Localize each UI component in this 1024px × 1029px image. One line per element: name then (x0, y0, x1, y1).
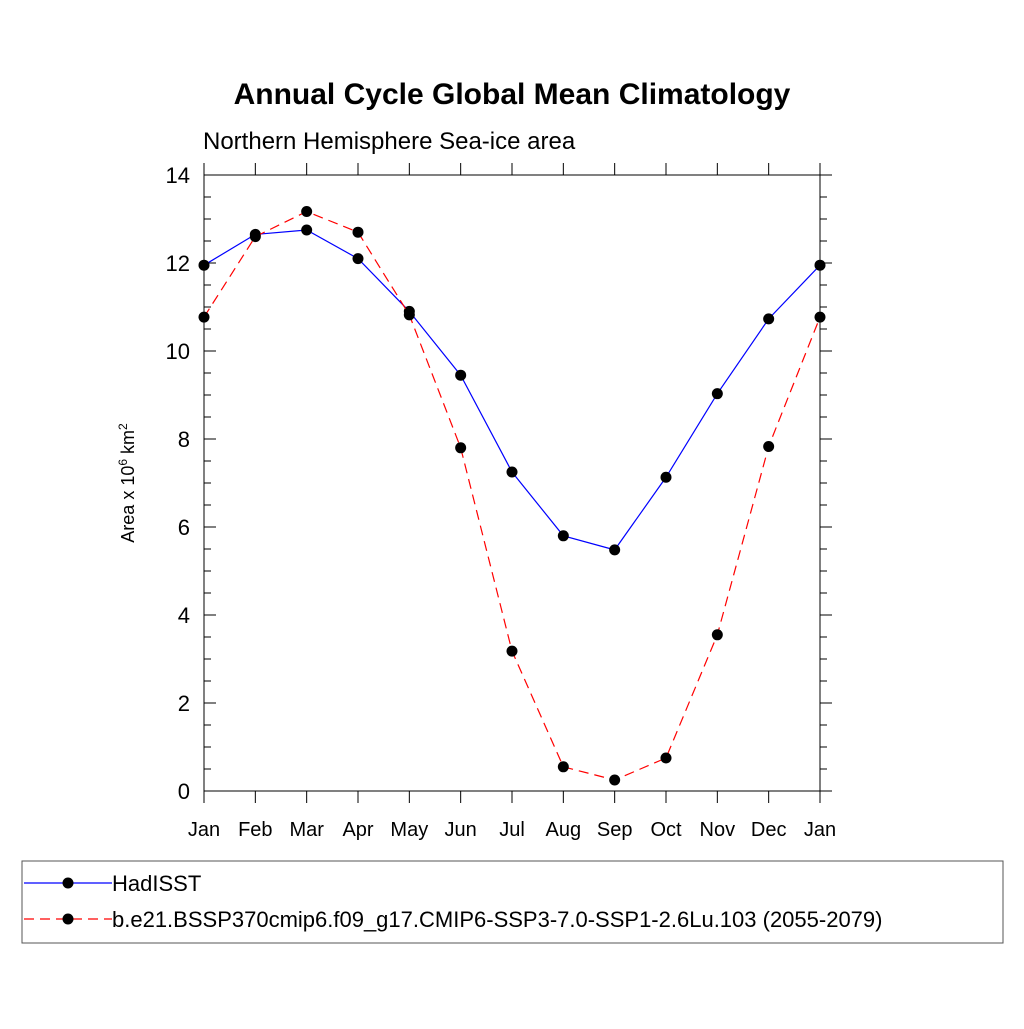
y-tick-label: 6 (178, 515, 190, 540)
x-tick-label: Aug (546, 819, 582, 841)
data-point (249, 231, 261, 243)
plot-series (198, 206, 826, 786)
axis-ticks: 0 2 4 6 8 10 12 14 Jan Feb Mar Apr May Jun Jul Aug Sep Oc… (166, 163, 836, 841)
x-tick-label: Nov (700, 819, 736, 841)
data-point (609, 544, 621, 556)
data-point (711, 388, 723, 400)
x-tick-label: Jun (445, 819, 477, 841)
data-point (352, 226, 364, 238)
data-point (352, 253, 364, 265)
y-tick-label: 14 (166, 163, 190, 188)
series-line (203, 210, 821, 781)
x-tick-label: Jan (188, 819, 220, 841)
x-tick-label: Mar (289, 819, 324, 841)
plot-frame (203, 174, 821, 792)
data-point (763, 313, 775, 325)
x-tick-label: Feb (238, 819, 272, 841)
data-point (506, 466, 518, 478)
data-point (301, 224, 313, 236)
data-point (557, 761, 569, 773)
y-tick-label: 12 (166, 251, 190, 276)
x-tick-label: Apr (342, 819, 373, 841)
legend-box (21, 860, 1004, 944)
x-tick-label: Jan (804, 819, 836, 841)
legend-label: HadISST (112, 871, 201, 896)
y-tick-label: 0 (178, 779, 190, 804)
data-point (711, 629, 723, 641)
data-point (455, 442, 467, 454)
data-point (660, 471, 672, 483)
x-tick-label: Sep (597, 819, 633, 841)
chart-subtitle: Northern Hemisphere Sea-ice area (203, 128, 576, 155)
legend-marker (62, 877, 74, 889)
legend-label: b.e21.BSSP370cmip6.f09_g17.CMIP6-SSP3-7.… (112, 907, 882, 932)
y-tick-label: 10 (166, 339, 190, 364)
x-tick-label: Oct (650, 819, 682, 841)
x-tick-label: Jul (499, 819, 525, 841)
series-2 (198, 206, 826, 786)
legend: HadISST b.e21.BSSP370cmip6.f09_g17.CMIP6-… (21, 860, 1004, 944)
data-point (403, 309, 415, 321)
series-line (203, 229, 821, 551)
y-tick-label: 4 (178, 603, 190, 628)
data-point (660, 752, 672, 764)
series-1 (198, 224, 826, 556)
data-point (455, 369, 467, 381)
data-point (506, 645, 518, 657)
data-point (301, 206, 313, 218)
data-point (763, 440, 775, 452)
x-tick-label: May (390, 819, 428, 841)
chart-title: Annual Cycle Global Mean Climatology (234, 78, 791, 111)
y-tick-label: 8 (178, 427, 190, 452)
x-tick-label: Dec (751, 819, 787, 841)
y-tick-label: 2 (178, 691, 190, 716)
legend-marker (62, 913, 74, 925)
data-point (609, 774, 621, 786)
data-point (557, 530, 569, 542)
y-axis-label: Area x 106 km2 (116, 423, 138, 543)
